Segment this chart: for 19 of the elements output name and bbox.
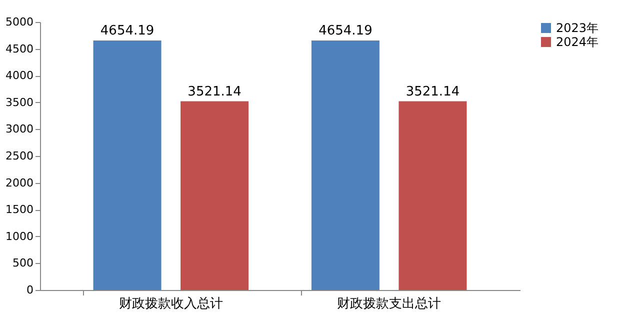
y-tick-label: 5000 — [6, 16, 34, 28]
y-tick-label: 3000 — [6, 122, 34, 136]
y-tick-label: 4500 — [6, 42, 34, 56]
x-tick-label: 财政拨款收入总计 — [118, 296, 223, 312]
y-tick-label: 1500 — [6, 203, 34, 216]
y-tick-label: 1000 — [6, 230, 34, 243]
legend-label: 2023年 — [556, 21, 599, 35]
x-tick-label: 财政拨款支出总计 — [337, 296, 442, 312]
data-label: 3521.14 — [406, 84, 460, 100]
y-tick-label: 3500 — [6, 96, 34, 109]
y-tick-label: 0 — [26, 284, 34, 296]
data-label: 4654.19 — [100, 24, 154, 39]
data-label: 4654.19 — [318, 24, 372, 39]
data-label: 3521.14 — [188, 84, 242, 100]
y-tick-label: 500 — [12, 256, 34, 270]
y-tick-label: 4000 — [6, 69, 34, 82]
y-tick-label: 2500 — [6, 150, 34, 162]
y-tick-label: 2000 — [6, 176, 34, 190]
legend-label: 2024年 — [556, 35, 599, 49]
